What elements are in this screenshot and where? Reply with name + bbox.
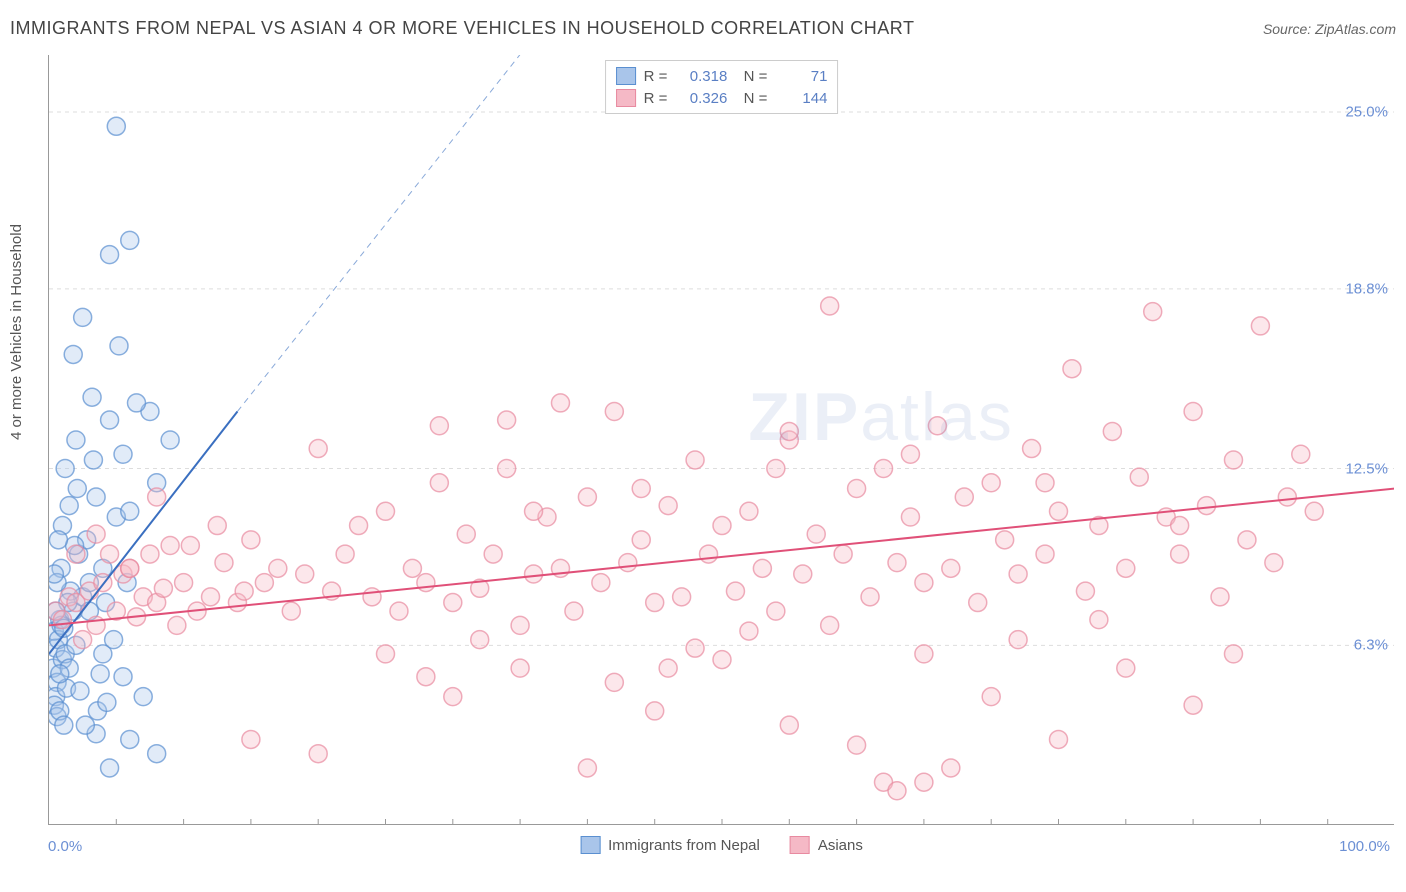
legend-bottom-item: Immigrants from Nepal [580,836,760,854]
x-min-label: 0.0% [48,838,82,855]
legend-n-label: N = [735,90,767,107]
title-bar: IMMIGRANTS FROM NEPAL VS ASIAN 4 OR MORE… [10,18,1396,39]
legend-swatch [616,67,636,85]
y-tick-label: 6.3% [1354,637,1388,654]
legend-swatch [616,89,636,107]
chart-area: ZIPatlas R =0.318 N =71R =0.326 N =144 I… [48,55,1394,825]
legend-bottom: Immigrants from Nepal Asians [580,836,863,854]
legend-r-value: 0.318 [675,68,727,85]
legend-top: R = 0.318 N = 71 R = 0.326 N = 144 [605,60,839,114]
legend-row: R = 0.318 N = 71 [616,65,828,87]
legend-row: R = 0.326 N = 144 [616,87,828,109]
y-tick-label: 12.5% [1345,460,1388,477]
y-tick-label: 25.0% [1345,104,1388,121]
legend-r-label: R = [644,90,668,107]
y-axis-label: 4 or more Vehicles in Household [8,224,25,440]
scatter-plot [49,55,1394,824]
chart-title: IMMIGRANTS FROM NEPAL VS ASIAN 4 OR MORE… [10,18,914,39]
legend-series-label: Asians [818,837,863,854]
legend-swatch [790,836,810,854]
legend-series-label: Immigrants from Nepal [608,837,760,854]
legend-swatch [580,836,600,854]
y-tick-label: 18.8% [1345,280,1388,297]
legend-r-label: R = [644,68,668,85]
source-label: Source: ZipAtlas.com [1263,21,1396,37]
legend-n-value: 71 [775,68,827,85]
legend-n-value: 144 [775,90,827,107]
legend-n-label: N = [735,68,767,85]
legend-r-value: 0.326 [675,90,727,107]
legend-bottom-item: Asians [790,836,863,854]
x-max-label: 100.0% [1339,838,1390,855]
